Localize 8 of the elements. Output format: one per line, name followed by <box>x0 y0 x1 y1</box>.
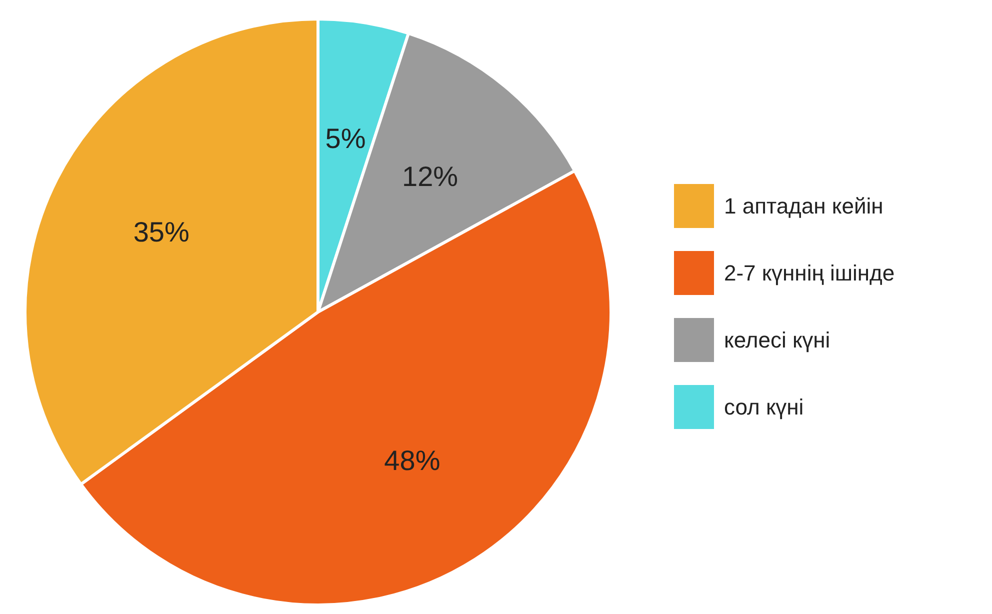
data-label: 12% <box>402 161 458 192</box>
legend-label: 2-7 күннің ішінде <box>724 260 895 286</box>
data-label: 5% <box>325 122 366 154</box>
legend-label: сол күні <box>724 394 804 420</box>
data-label: 48% <box>384 444 440 476</box>
data-label: 35% <box>133 216 190 248</box>
legend-label: 1 аптадан кейін <box>724 194 884 218</box>
legend-label: келесі күні <box>724 328 830 352</box>
